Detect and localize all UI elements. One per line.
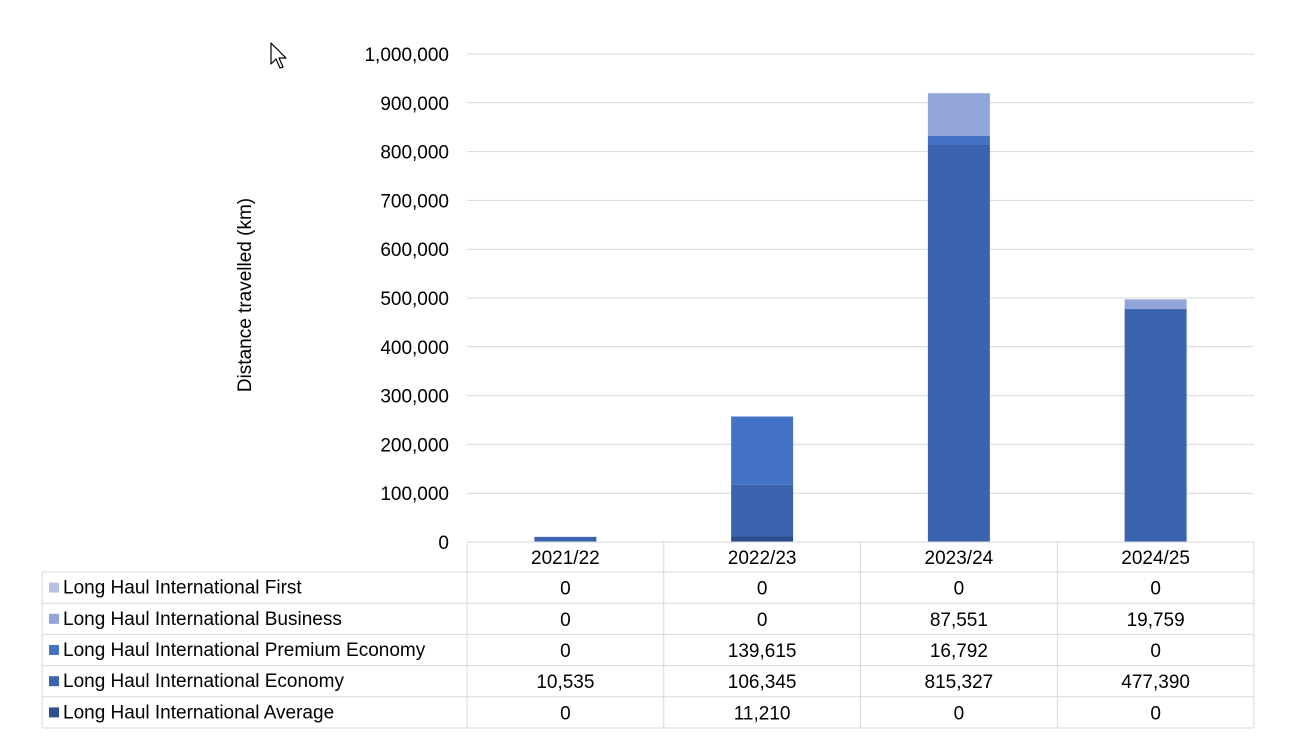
table-cell-value: 0 [1150,579,1161,600]
y-axis-label: Distance travelled (km) [235,198,256,392]
legend-entry: Long Haul International Economy [63,671,344,692]
legend-key [49,613,59,624]
table-cell-value: 0 [954,703,965,724]
y-tick-label: 0 [438,533,449,554]
table-cell-value: 0 [560,610,571,631]
y-tick-label: 800,000 [380,143,449,164]
bar-segment [927,144,990,542]
x-tick-label: 2023/24 [925,548,994,569]
legend-entry: Long Haul International First [63,578,302,599]
bars [534,93,1187,542]
table-cell-value: 477,390 [1121,672,1190,693]
y-axis-ticks: 0 100,000 200,000 300,000 400,000 500,000 600,… [364,45,449,554]
x-tick-label: 2022/23 [728,548,797,569]
y-tick-label: 1,000,000 [364,45,449,66]
legend-key [49,707,59,718]
legend-entry: Long Haul International Business [63,609,342,630]
table-cell-value: 0 [560,641,571,662]
table-cell-value: 0 [560,703,571,724]
y-tick-label: 200,000 [380,435,449,456]
table-cell-value: 0 [1150,703,1161,724]
bar-segment [927,135,990,145]
x-tick-label: 2021/22 [531,548,600,569]
y-tick-label: 900,000 [380,94,449,115]
table-cell-value: 11,210 [734,703,791,724]
table-cell-value: 0 [1150,641,1161,662]
y-tick-label: 100,000 [380,484,449,505]
bar-segment [731,484,794,537]
y-tick-label: 600,000 [380,240,449,261]
y-tick-label: 400,000 [380,338,449,359]
table-cell-value: 106,345 [728,672,797,693]
table-cell-value: 19,759 [1127,610,1185,631]
legend-entry: Long Haul International Premium Economy [63,640,426,661]
bar-segment [534,536,597,542]
data-table: 2021/22 2022/23 2023/24 2024/25 Long Haul In… [41,541,1255,729]
bar-segment [1124,309,1187,542]
legend-key [49,676,59,687]
table-cell-value: 16,792 [930,641,988,662]
table-cell-value: 0 [757,610,768,631]
table-cell-value: 815,327 [925,672,994,693]
table-cell-value: 0 [757,579,768,600]
bar-segment [927,93,990,136]
gridlines [467,53,1254,494]
legend-entry: Long Haul International Average [63,702,334,723]
table-cell-value: 0 [954,579,965,600]
bar-segment [1124,299,1187,310]
legend-key [49,582,59,593]
table-cell-value: 0 [560,579,571,600]
x-tick-label: 2024/25 [1121,548,1190,569]
legend-key [49,645,59,655]
bar-segment [731,416,794,485]
y-tick-label: 300,000 [380,387,449,408]
table-cell-value: 87,551 [930,610,988,631]
table-cell-value: 10,535 [536,672,594,693]
y-tick-label: 500,000 [380,289,449,310]
mouse-cursor-icon [270,42,287,69]
table-cell-value: 139,615 [728,641,797,662]
bar-segment [731,536,794,542]
y-tick-label: 700,000 [380,191,449,212]
